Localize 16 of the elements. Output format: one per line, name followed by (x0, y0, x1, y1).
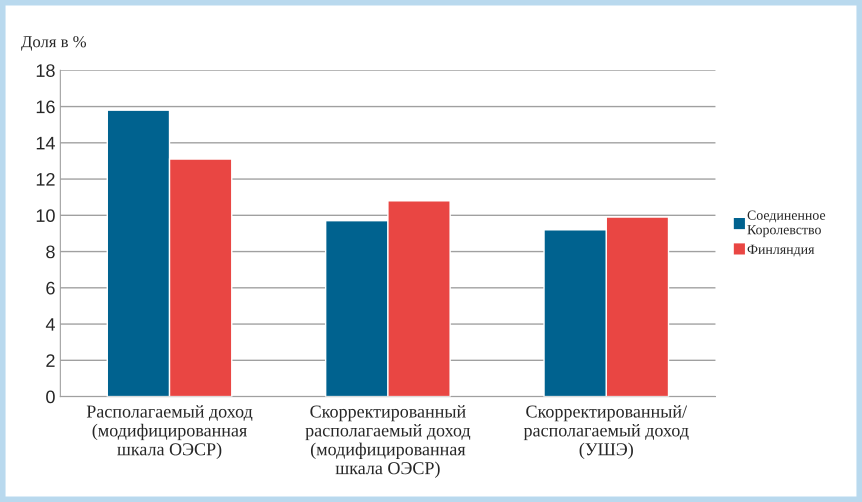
legend-label: Соединенное Королевство (747, 210, 826, 238)
y-tick-label: 12 (36, 172, 55, 186)
legend-label: Финляндия (748, 244, 814, 257)
y-tick-label: 6 (46, 282, 55, 295)
y-tick-label: 16 (36, 100, 55, 114)
y-tick-label: 18 (36, 64, 55, 77)
x-tick-label: Скорректированный/ располагаемый доход (УШЭ) (524, 405, 689, 460)
x-tick-label: Располагаемый доход (модифицированная шкала ОЭСР) (86, 405, 252, 460)
y-tick-label: 14 (36, 136, 55, 150)
y-tick-label: 0 (46, 390, 55, 404)
x-tick-label: Скорректированный располагаемый доход (модифицированная шкала ОЭСР) (305, 405, 470, 478)
y-tick-label: 10 (36, 209, 55, 222)
y-tick-label: 4 (46, 318, 55, 331)
y-tick-label: 8 (46, 245, 55, 258)
y-tick-label: 2 (46, 354, 55, 367)
y-axis-title: Доля в % (21, 36, 86, 51)
